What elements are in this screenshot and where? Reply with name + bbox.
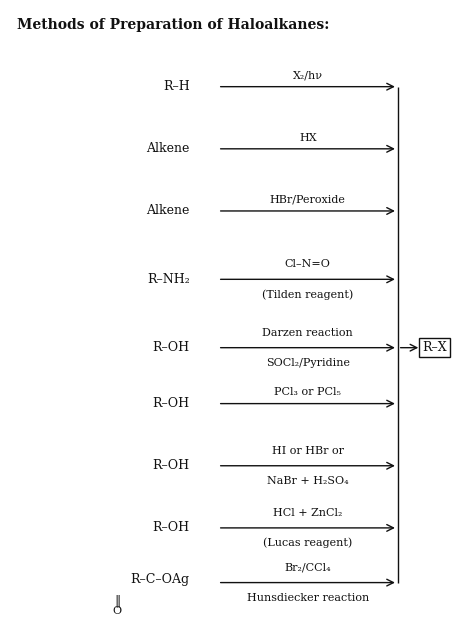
Text: R–X: R–X xyxy=(422,341,447,354)
Text: R–H: R–H xyxy=(163,80,190,93)
Text: HX: HX xyxy=(299,132,316,142)
Text: R–C–OAg: R–C–OAg xyxy=(131,573,190,586)
Text: ∥: ∥ xyxy=(114,594,121,607)
Text: Darzen reaction: Darzen reaction xyxy=(263,328,353,338)
Text: Br₂/CCl₄: Br₂/CCl₄ xyxy=(284,562,331,572)
Text: SOCl₂/Pyridine: SOCl₂/Pyridine xyxy=(266,357,350,367)
Text: X₂/hν: X₂/hν xyxy=(293,70,323,80)
Text: R–OH: R–OH xyxy=(153,397,190,410)
Text: Hunsdiecker reaction: Hunsdiecker reaction xyxy=(246,593,369,603)
Text: Methods of Preparation of Haloalkanes:: Methods of Preparation of Haloalkanes: xyxy=(17,18,329,33)
Text: R–OH: R–OH xyxy=(153,522,190,534)
Text: Cl–N=O: Cl–N=O xyxy=(285,260,331,270)
Text: Alkene: Alkene xyxy=(146,204,190,218)
Text: (Lucas reagent): (Lucas reagent) xyxy=(263,538,352,549)
Text: R–OH: R–OH xyxy=(153,341,190,354)
Text: HI or HBr or: HI or HBr or xyxy=(272,446,344,456)
Text: HBr/Peroxide: HBr/Peroxide xyxy=(270,195,346,205)
Text: O: O xyxy=(113,606,122,616)
Text: NaBr + H₂SO₄: NaBr + H₂SO₄ xyxy=(267,476,349,486)
Text: (Tilden reagent): (Tilden reagent) xyxy=(262,289,353,300)
Text: R–NH₂: R–NH₂ xyxy=(147,273,190,286)
Text: Alkene: Alkene xyxy=(146,142,190,155)
Text: R–OH: R–OH xyxy=(153,459,190,472)
Text: HCl + ZnCl₂: HCl + ZnCl₂ xyxy=(273,508,342,518)
Text: PCl₃ or PCl₅: PCl₃ or PCl₅ xyxy=(274,387,341,398)
